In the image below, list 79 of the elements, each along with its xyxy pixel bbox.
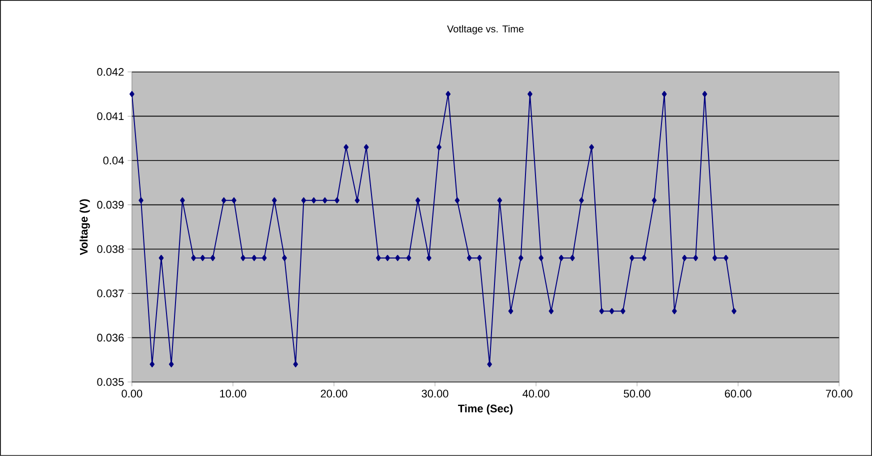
point	[272, 197, 277, 204]
point	[477, 254, 482, 262]
y-tick-label: 0.036	[97, 334, 124, 342]
x-tick-label: 60.00	[724, 390, 752, 398]
point	[693, 254, 698, 262]
point	[180, 197, 185, 204]
point	[436, 144, 442, 150]
point	[558, 254, 564, 262]
point	[599, 308, 604, 314]
point	[446, 91, 451, 98]
point	[232, 197, 236, 204]
point	[168, 361, 174, 368]
point	[191, 254, 196, 262]
point	[301, 197, 306, 204]
point	[609, 308, 614, 314]
point	[376, 254, 381, 262]
y-tick-label: 0.041	[97, 112, 124, 120]
x-axis-title: Time (Sec)	[458, 404, 513, 415]
point	[712, 254, 718, 262]
point	[548, 308, 554, 314]
chart-title: Votltage vs. Time	[447, 25, 524, 34]
point	[652, 197, 657, 204]
point	[487, 361, 492, 368]
x-tick-label: 20.00	[320, 390, 348, 398]
point	[724, 254, 728, 262]
point	[252, 254, 257, 262]
x-tick-label: 40.00	[522, 390, 550, 398]
point	[364, 144, 369, 150]
point	[662, 91, 667, 98]
point	[579, 197, 584, 204]
point	[129, 91, 134, 98]
point	[538, 254, 544, 262]
point	[293, 361, 298, 368]
point	[454, 197, 460, 204]
point	[589, 144, 594, 150]
point	[282, 254, 287, 262]
point	[395, 254, 400, 262]
y-tick-label: 0.039	[97, 200, 124, 209]
x-tick-label: 10.00	[220, 390, 246, 398]
y-tick-label: 0.038	[97, 245, 124, 254]
point	[240, 254, 246, 262]
point	[262, 254, 267, 262]
point	[466, 254, 472, 262]
point	[682, 254, 687, 262]
point	[630, 254, 634, 262]
point	[158, 254, 164, 262]
x-tick-label: 0.00	[122, 390, 142, 398]
point	[732, 308, 736, 314]
point	[210, 254, 216, 262]
point	[620, 308, 626, 314]
point	[508, 308, 514, 314]
y-tick-label: 0.04	[103, 156, 124, 164]
point	[672, 308, 677, 314]
y-tick-label: 0.035	[97, 378, 124, 386]
point	[150, 361, 155, 368]
point	[518, 254, 524, 262]
point	[138, 197, 144, 204]
point	[415, 197, 420, 204]
point	[344, 144, 349, 150]
point	[385, 254, 390, 262]
point	[702, 91, 708, 98]
point	[322, 197, 328, 204]
point	[406, 254, 412, 262]
x-tick-label: 50.00	[624, 390, 650, 398]
point	[426, 254, 432, 262]
point	[354, 197, 360, 204]
point	[497, 197, 502, 204]
y-tick-label: 0.042	[97, 68, 124, 76]
point	[311, 197, 316, 204]
point	[570, 254, 575, 262]
y-tick-label: 0.037	[97, 290, 124, 298]
point	[642, 254, 647, 262]
point	[221, 197, 226, 204]
x-tick-label: 30.00	[422, 390, 448, 398]
y-axis-title: Voltage (V)	[80, 199, 90, 256]
point	[200, 254, 206, 262]
x-tick-label: 70.00	[826, 390, 852, 398]
point	[528, 91, 532, 98]
point	[334, 197, 340, 204]
